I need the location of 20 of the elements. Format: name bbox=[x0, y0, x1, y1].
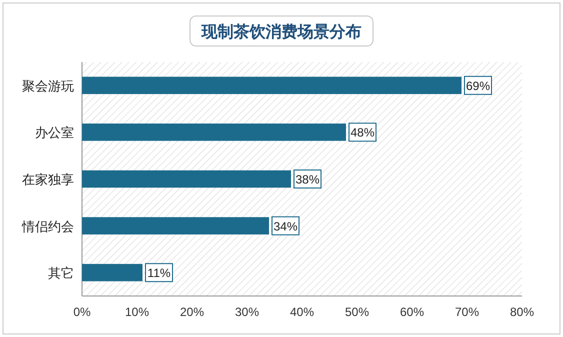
x-tick-label: 30% bbox=[234, 305, 260, 319]
x-tick-label: 80% bbox=[510, 305, 534, 319]
data-label: 34% bbox=[273, 219, 298, 234]
y-tick-label: 办公室 bbox=[35, 125, 74, 140]
data-label: 11% bbox=[147, 266, 171, 280]
x-tick-label: 40% bbox=[290, 305, 314, 319]
y-tick-label: 其它 bbox=[48, 266, 74, 281]
y-tick-label: 在家独享 bbox=[22, 172, 74, 187]
x-tick-label: 70% bbox=[454, 305, 480, 319]
y-tick-label: 情侣约会 bbox=[21, 218, 74, 234]
x-tick-label: 10% bbox=[124, 305, 150, 319]
x-tick-label: 50% bbox=[344, 305, 370, 319]
data-label: 48% bbox=[350, 126, 375, 140]
data-label: 69% bbox=[466, 78, 490, 93]
data-label: 38% bbox=[295, 172, 320, 186]
x-tick-label: 60% bbox=[400, 305, 424, 319]
chart-title: 现制茶饮消费场景分布 bbox=[200, 22, 362, 41]
y-tick-label: 聚会游玩 bbox=[22, 78, 74, 94]
x-tick-label: 0% bbox=[73, 305, 91, 319]
x-tick-label: 20% bbox=[180, 305, 204, 319]
